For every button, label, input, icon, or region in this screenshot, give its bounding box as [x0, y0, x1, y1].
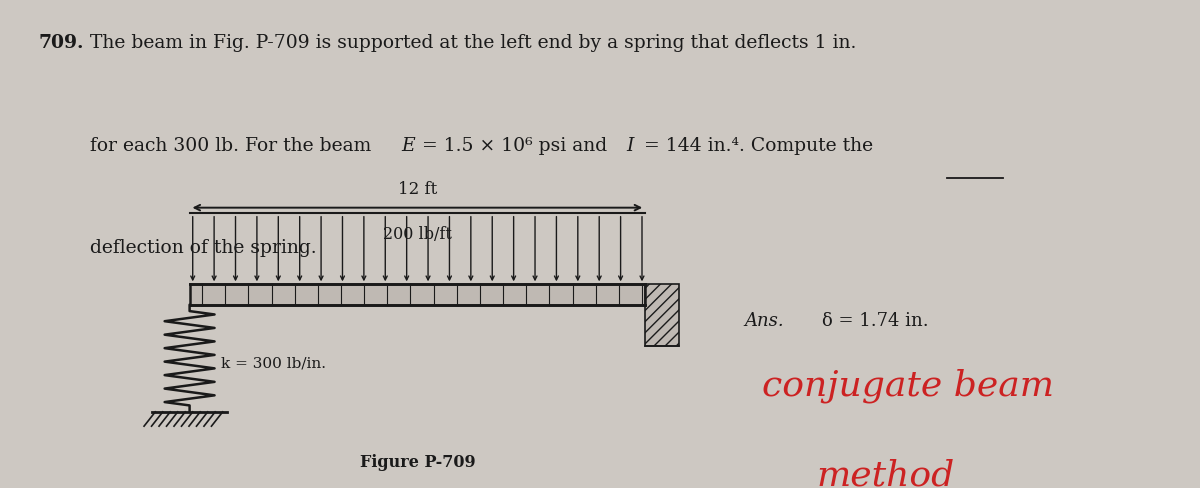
Text: δ = 1.74 in.: δ = 1.74 in.	[822, 312, 929, 330]
Text: 200 lb/ft: 200 lb/ft	[383, 225, 451, 243]
Text: method: method	[816, 459, 954, 488]
Text: conjugate beam: conjugate beam	[762, 368, 1054, 403]
Text: 709.: 709.	[38, 34, 84, 52]
Text: 12 ft: 12 ft	[397, 182, 437, 199]
Text: deflection of the spring.: deflection of the spring.	[90, 239, 317, 257]
Text: = 1.5 × 10⁶ psi and: = 1.5 × 10⁶ psi and	[416, 137, 613, 155]
Bar	[646, 284, 679, 346]
Text: Figure P-709: Figure P-709	[360, 453, 475, 470]
Text: k = 300 lb/in.: k = 300 lb/in.	[221, 356, 326, 370]
Text: for each 300 lb. For the beam: for each 300 lb. For the beam	[90, 137, 377, 155]
Text: Ans.: Ans.	[744, 312, 784, 330]
Text: I: I	[626, 137, 634, 155]
Text: The beam in Fig. P-709 is supported at the left end by a spring that deflects 1 : The beam in Fig. P-709 is supported at t…	[90, 34, 857, 52]
Text: = 144 in.⁴. Compute the: = 144 in.⁴. Compute the	[638, 137, 874, 155]
Bar	[190, 284, 646, 305]
Text: E: E	[401, 137, 414, 155]
